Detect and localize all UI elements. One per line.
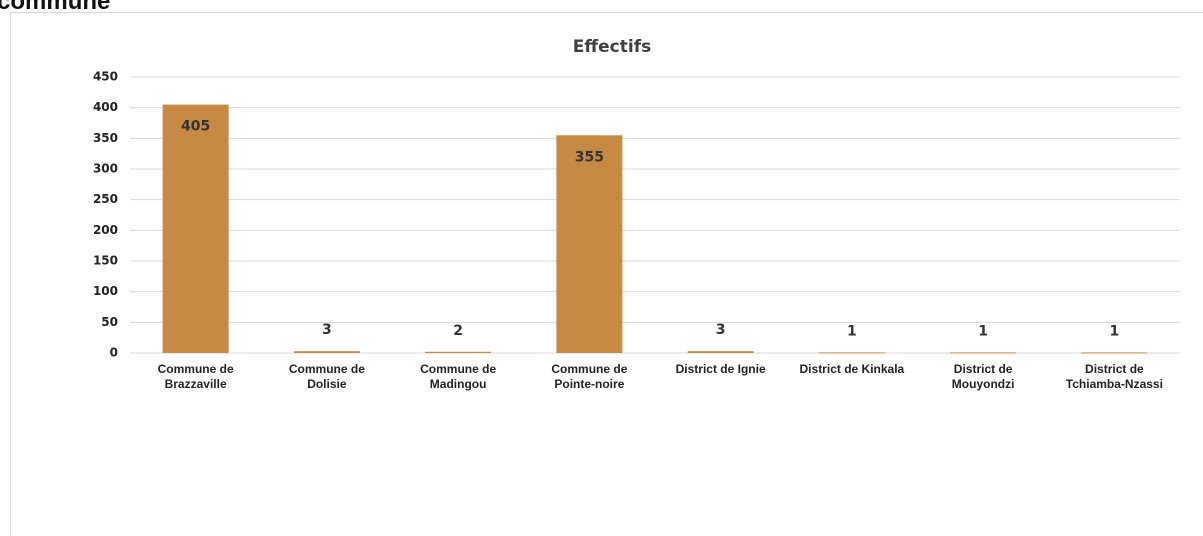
data-label: 355 bbox=[575, 149, 604, 165]
data-label: 1 bbox=[978, 323, 988, 339]
x-tick-label: Commune de Brazzaville bbox=[157, 362, 234, 391]
y-tick-label: 100 bbox=[93, 284, 118, 298]
bar bbox=[687, 351, 754, 353]
x-tick-label: District de Kinkala bbox=[799, 362, 905, 376]
bar bbox=[425, 351, 492, 353]
x-tick-label: Commune de Dolisie bbox=[288, 362, 365, 391]
y-tick-label: 50 bbox=[101, 315, 118, 329]
x-tick-label: District de Mouyondzi bbox=[951, 362, 1015, 391]
x-tick-label: District de Tchiamba-Nzassi bbox=[1065, 362, 1163, 391]
y-tick-label: 200 bbox=[93, 223, 118, 237]
bar bbox=[818, 352, 885, 354]
section-heading: commune bbox=[0, 0, 111, 15]
y-tick-label: 150 bbox=[93, 254, 118, 268]
x-tick-label: Commune de Pointe-noire bbox=[551, 362, 628, 391]
x-tick-label: Commune de Madingou bbox=[420, 362, 497, 391]
bar bbox=[162, 104, 229, 353]
y-tick-label: 250 bbox=[93, 192, 118, 206]
bar bbox=[950, 352, 1017, 354]
chart-title: Effectifs bbox=[573, 37, 651, 57]
chart-frame bbox=[10, 12, 1203, 536]
x-tick-label: District de Ignie bbox=[675, 362, 766, 376]
bar bbox=[556, 135, 623, 353]
y-tick-label: 350 bbox=[93, 131, 118, 145]
y-tick-label: 450 bbox=[93, 70, 118, 84]
data-label: 405 bbox=[181, 119, 210, 135]
y-tick-label: 300 bbox=[93, 162, 118, 176]
data-label: 1 bbox=[1110, 323, 1120, 339]
data-label: 3 bbox=[716, 322, 726, 338]
y-tick-label: 0 bbox=[110, 346, 118, 360]
bar bbox=[1081, 352, 1148, 354]
data-label: 2 bbox=[453, 323, 463, 339]
data-label: 3 bbox=[322, 322, 332, 338]
bar bbox=[293, 351, 360, 353]
data-label: 1 bbox=[847, 323, 857, 339]
y-tick-label: 400 bbox=[93, 100, 118, 114]
